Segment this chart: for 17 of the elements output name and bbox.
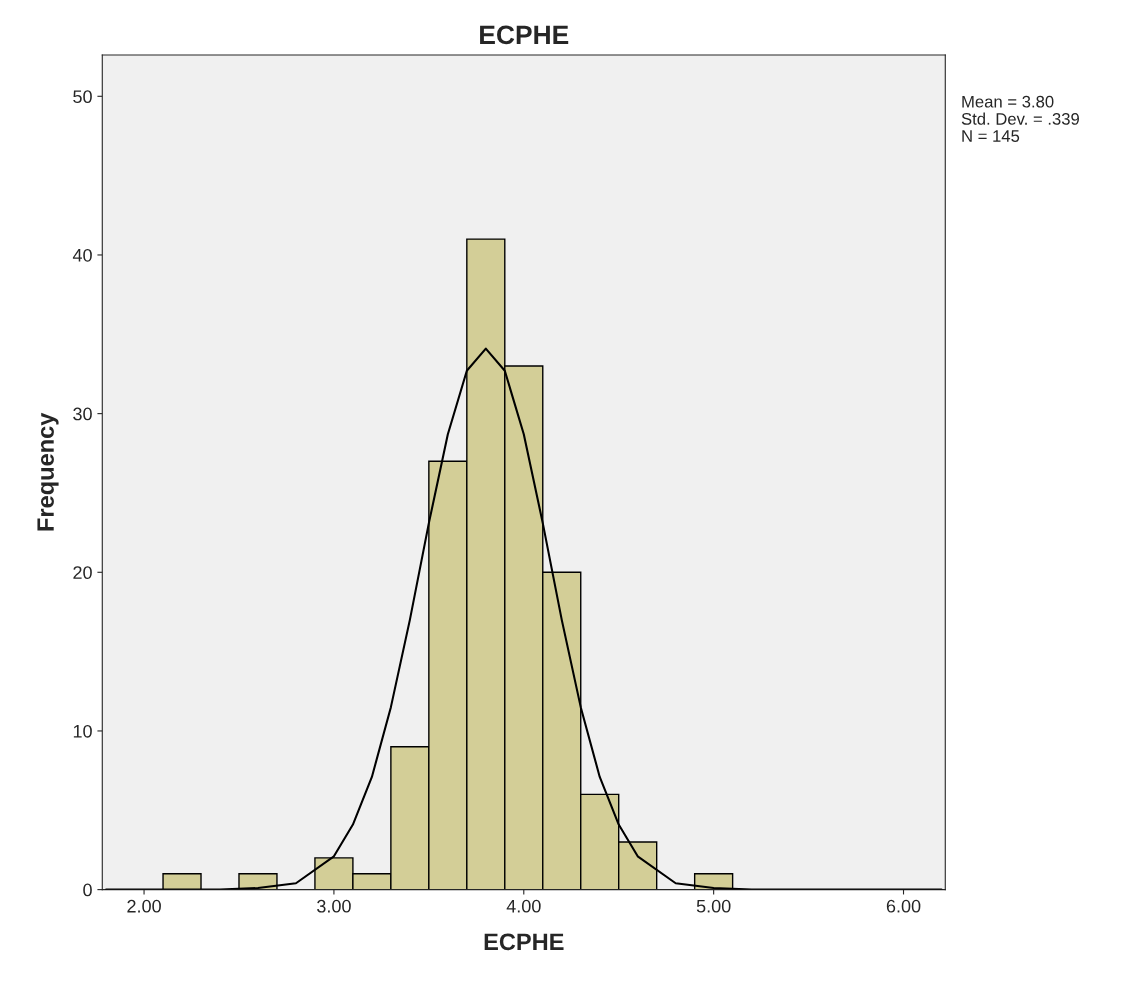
- y-tick-label: 30: [73, 407, 92, 421]
- x-tick-label: 5.00: [696, 899, 731, 913]
- text: N = 145: [962, 130, 1020, 142]
- text: Std. Dev. = .339: [961, 112, 1079, 125]
- x-axis-title: ECPHE: [484, 933, 564, 951]
- x-tick-label: 4.00: [506, 899, 541, 913]
- chart-title: ECPHE: [480, 25, 569, 45]
- text: Mean = 3.80: [962, 95, 1054, 108]
- x-tick-label: 2.00: [127, 899, 161, 913]
- x-tick-label: 6.00: [886, 899, 921, 913]
- y-tick-label: 50: [73, 90, 92, 104]
- x-tick-label: 3.00: [317, 899, 351, 913]
- y-tick-label: 0: [83, 883, 92, 897]
- y-tick-label: 40: [72, 248, 92, 262]
- y-tick-label: 20: [73, 566, 92, 580]
- y-axis-title: Frequency: [37, 412, 59, 531]
- y-tick-label: 10: [73, 724, 92, 738]
